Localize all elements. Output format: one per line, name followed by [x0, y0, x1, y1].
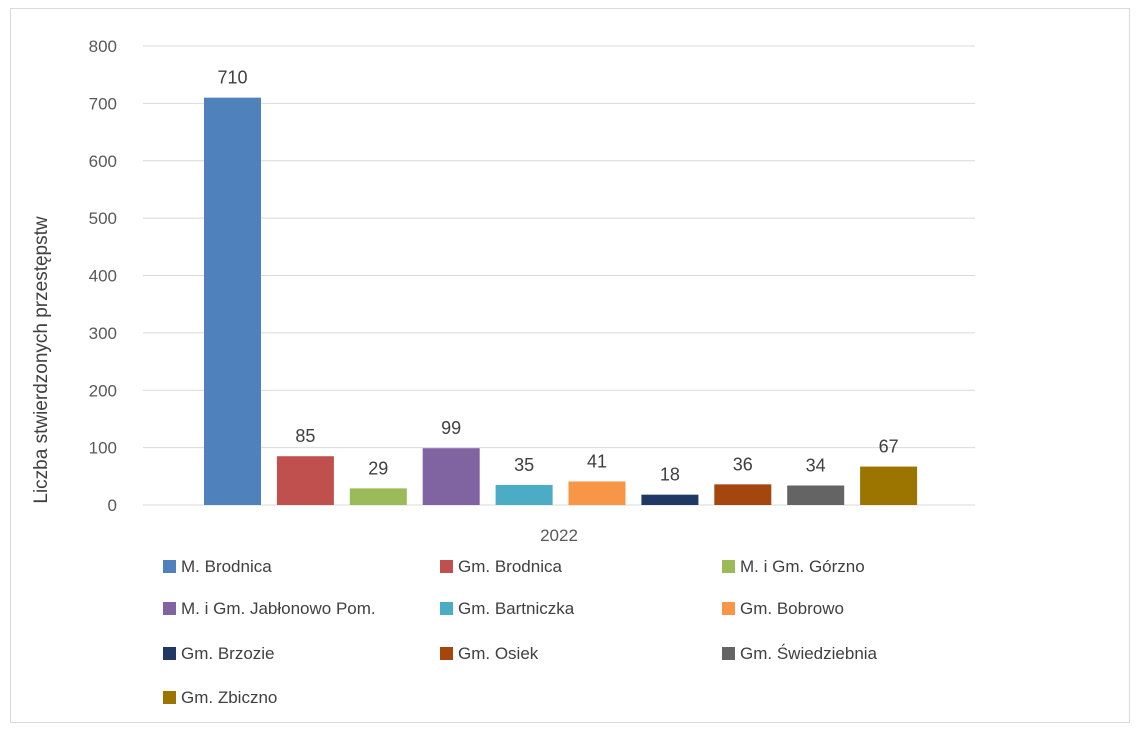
- y-tick-label: 600: [89, 152, 117, 171]
- legend-item: M. i Gm. Górzno: [722, 557, 865, 576]
- y-tick-label: 800: [89, 37, 117, 56]
- legend-swatch: [722, 560, 735, 573]
- y-axis-ticks: 0 100 200 300 400 500 600 700 800: [89, 37, 117, 515]
- chart-frame: [10, 8, 1130, 723]
- y-tick-label: 700: [89, 94, 117, 113]
- data-label: 710: [217, 68, 247, 88]
- legend-label: Gm. Brzozie: [181, 644, 275, 663]
- y-tick-label: 0: [108, 496, 117, 515]
- legend-item: M. Brodnica: [163, 557, 272, 576]
- legend-label: M. i Gm. Jabłonowo Pom.: [181, 599, 376, 618]
- gridlines: [143, 45, 975, 506]
- bar-10: [860, 466, 918, 505]
- bar-7: [641, 494, 699, 505]
- legend-label: Gm. Brodnica: [458, 557, 562, 576]
- legend-item: Gm. Brodnica: [440, 557, 562, 576]
- legend-item: Gm. Bobrowo: [722, 599, 844, 618]
- y-tick-label: 100: [89, 439, 117, 458]
- data-labels: 710 85 29 99 35 41 18 36 34 67: [217, 68, 898, 485]
- data-label: 41: [587, 451, 607, 471]
- legend-item: Gm. Brzozie: [163, 644, 275, 663]
- legend-item: Gm. Zbiczno: [163, 688, 277, 707]
- bar-5: [495, 484, 553, 505]
- legend-label: Gm. Osiek: [458, 644, 539, 663]
- y-tick-label: 200: [89, 381, 117, 400]
- legend-swatch: [163, 647, 176, 660]
- y-tick-label: 400: [89, 267, 117, 286]
- bar-3: [349, 488, 407, 505]
- bar-1: [204, 97, 261, 505]
- legend-swatch: [440, 560, 453, 573]
- legend: M. Brodnica Gm. Brodnica M. i Gm. Górzno M.…: [163, 557, 878, 707]
- data-label: 99: [441, 418, 461, 438]
- legend-label: Gm. Świedziebnia: [740, 644, 878, 663]
- legend-item: Gm. Świedziebnia: [722, 644, 878, 663]
- y-tick-label: 300: [89, 324, 117, 343]
- data-label: 85: [295, 426, 315, 446]
- data-label: 35: [514, 455, 534, 475]
- data-label: 36: [733, 454, 753, 474]
- bar-2: [276, 456, 334, 505]
- x-axis-categories: 2022: [540, 526, 578, 545]
- legend-swatch: [163, 560, 176, 573]
- legend-item: M. i Gm. Jabłonowo Pom.: [163, 599, 376, 618]
- bar-8: [714, 484, 772, 505]
- bars: [204, 97, 918, 505]
- legend-swatch: [440, 602, 453, 615]
- data-label: 18: [660, 465, 680, 485]
- y-tick-label: 500: [89, 209, 117, 228]
- y-axis-title: Liczba stwierdzonych przestępstw: [31, 216, 52, 504]
- data-label: 29: [368, 458, 388, 478]
- legend-swatch: [722, 602, 735, 615]
- legend-swatch: [163, 602, 176, 615]
- data-label: 67: [879, 437, 899, 457]
- x-category-label: 2022: [540, 526, 578, 545]
- bar-9: [787, 485, 845, 505]
- legend-swatch: [722, 647, 735, 660]
- data-label: 34: [806, 455, 826, 475]
- legend-label: M. i Gm. Górzno: [740, 557, 865, 576]
- legend-label: Gm. Zbiczno: [181, 688, 277, 707]
- bar-4: [422, 448, 480, 505]
- bar-6: [568, 481, 626, 505]
- legend-swatch: [440, 647, 453, 660]
- legend-swatch: [163, 691, 176, 704]
- legend-label: M. Brodnica: [181, 557, 272, 576]
- legend-label: Gm. Bartniczka: [458, 599, 575, 618]
- legend-item: Gm. Osiek: [440, 644, 539, 663]
- legend-label: Gm. Bobrowo: [740, 599, 844, 618]
- legend-item: Gm. Bartniczka: [440, 599, 575, 618]
